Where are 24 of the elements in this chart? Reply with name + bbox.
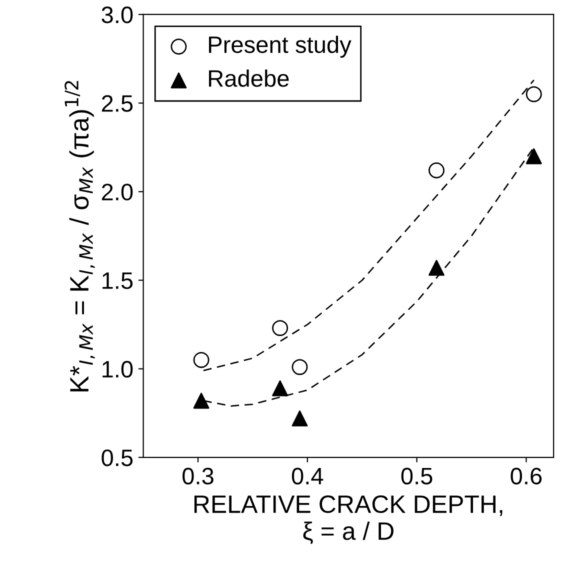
point: [292, 359, 308, 376]
point: [526, 86, 542, 102]
point: [193, 392, 210, 409]
point: [428, 162, 444, 178]
y-tick-label: 1.0: [102, 360, 133, 378]
y-tick-label: 2.0: [102, 184, 133, 200]
legend-label: Radebe: [208, 70, 289, 87]
legend-label: Present study: [208, 36, 352, 58]
point: [193, 352, 210, 368]
y-axis-title: K*$_{I,Mx}$ = K$_{I,Mx}$ / σ$_{Mx}$ (πa)$^{1/2}$: [64, 81, 95, 392]
point: [526, 148, 542, 164]
y-tick-label: 2.5: [102, 95, 133, 112]
point: [272, 320, 288, 336]
point: [428, 260, 444, 276]
y-tick-label: 3.0: [102, 6, 133, 24]
x-axis-title: RELATIVE CRACK DEPTH, ξ = a / D: [194, 495, 502, 544]
point: [272, 380, 288, 396]
y-tick-label: 1.5: [102, 272, 133, 290]
point: [292, 410, 308, 426]
x-tick-label: 0.3: [182, 468, 214, 484]
y-tick-label: 0.5: [102, 449, 133, 466]
x-tick-label: 0.4: [292, 468, 324, 484]
x-tick-label: 0.6: [510, 468, 542, 484]
x-tick-label: 0.5: [401, 468, 432, 484]
